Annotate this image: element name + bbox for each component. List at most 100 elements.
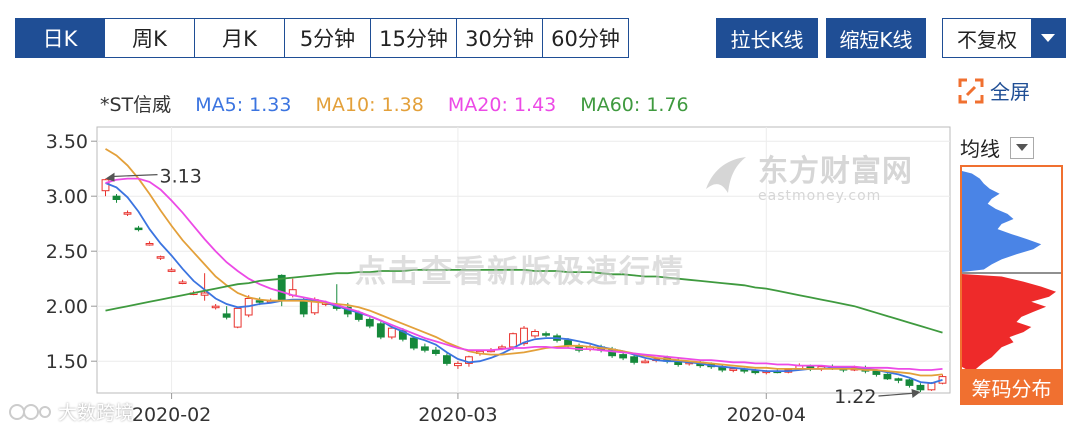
annotations: 3.13 1.22 xyxy=(105,166,921,408)
indicator-select[interactable]: 均线 xyxy=(960,133,1034,162)
ma-lines xyxy=(105,148,943,385)
candle-body xyxy=(883,373,892,380)
candle-body xyxy=(233,307,242,328)
candle-body xyxy=(112,195,121,200)
y-tick-label: 3.50 xyxy=(46,131,88,153)
chart-legend: *ST信威 MA5: 1.33 MA10: 1.38 MA20: 1.43 MA… xyxy=(100,90,707,117)
legend-ma60: MA60: 1.76 xyxy=(580,94,689,116)
chevron-down-icon xyxy=(1010,136,1034,159)
tab-15min[interactable]: 15分钟 xyxy=(371,18,457,58)
candle-body xyxy=(454,362,462,367)
high-arrow-icon xyxy=(105,172,115,182)
tab-5min[interactable]: 5分钟 xyxy=(285,18,371,58)
legend-ma5: MA5: 1.33 xyxy=(195,94,292,116)
x-tick-label: 2020-03 xyxy=(418,404,497,426)
tab-week-k[interactable]: 周K xyxy=(105,18,195,58)
candle-body xyxy=(277,274,286,301)
chip-distribution-button[interactable]: 筹码分布 xyxy=(960,369,1063,405)
legend-ma10: MA10: 1.38 xyxy=(315,94,424,116)
y-axis: 3.50 3.00 2.50 2.00 1.50 xyxy=(46,131,97,373)
candle-body xyxy=(134,227,143,231)
x-tick-label: 2020-04 xyxy=(727,404,806,426)
ma10-line xyxy=(105,148,943,377)
candle-body xyxy=(376,323,385,338)
candle-body xyxy=(927,382,936,391)
candle-body xyxy=(641,360,650,364)
candle-body xyxy=(420,346,429,351)
candle-body xyxy=(531,331,539,337)
fullscreen-icon xyxy=(958,78,984,103)
candle-body xyxy=(619,354,628,359)
legend-ma20: MA20: 1.43 xyxy=(447,94,557,116)
candle-body xyxy=(200,292,209,296)
low-price-label: 1.22 xyxy=(834,386,876,408)
low-pointer xyxy=(878,392,917,397)
y-tick-label: 1.50 xyxy=(46,351,88,373)
tab-60min[interactable]: 60分钟 xyxy=(543,18,629,58)
watermark-en: eastmoney.com xyxy=(758,188,882,204)
chip-red-area xyxy=(962,274,1056,369)
tab-month-k[interactable]: 月K xyxy=(195,18,285,58)
candle-body xyxy=(387,327,396,338)
y-tick-label: 2.50 xyxy=(46,241,88,263)
dropdown-arrow-icon xyxy=(1031,19,1065,57)
y-tick-label: 2.00 xyxy=(46,296,88,318)
candle-body xyxy=(465,356,473,364)
x-tick-label: 2020-02 xyxy=(132,404,211,426)
high-pointer xyxy=(109,174,158,178)
brand-label: 大数跨境 xyxy=(58,402,135,424)
new-version-overlay-link[interactable]: 点击查看新版极速行情 xyxy=(355,254,685,290)
rights-select[interactable]: 不复权 xyxy=(942,18,1066,58)
rights-select-value: 不复权 xyxy=(957,27,1017,52)
tab-30min[interactable]: 30分钟 xyxy=(457,18,543,58)
stretch-k-button[interactable]: 拉长K线 xyxy=(716,18,818,58)
ma60-line xyxy=(105,268,943,334)
candle-body xyxy=(894,378,903,381)
plot-frame xyxy=(96,126,951,394)
period-tabs: 日K 周K 月K 5分钟 15分钟 30分钟 60分钟 xyxy=(15,18,629,58)
candle-body xyxy=(178,281,187,284)
candle-body xyxy=(156,256,165,259)
eastmoney-logo-icon xyxy=(706,157,746,193)
candle-body xyxy=(442,355,451,364)
brand-logo-icon xyxy=(9,403,51,420)
candle-body xyxy=(520,327,528,345)
x-axis: 2020-02 2020-03 2020-04 xyxy=(132,393,806,426)
indicator-select-value: 均线 xyxy=(960,137,1000,161)
grid-lines xyxy=(97,127,950,393)
fullscreen-label: 全屏 xyxy=(990,80,1030,104)
candle-body xyxy=(398,329,407,340)
candle-body xyxy=(905,379,914,386)
candle-body xyxy=(211,305,220,309)
ma20-line xyxy=(105,177,943,371)
candle-body xyxy=(365,318,374,327)
chip-distribution-panel xyxy=(960,165,1063,371)
high-price-label: 3.13 xyxy=(160,166,202,188)
low-arrow-icon xyxy=(911,389,921,398)
candle-body xyxy=(542,333,550,336)
brand-watermark: 大数跨境 xyxy=(8,398,134,425)
y-tick-label: 3.00 xyxy=(46,186,88,208)
candle-body xyxy=(299,301,308,315)
eastmoney-watermark: 东方财富网 eastmoney.com xyxy=(700,145,940,205)
candle-body xyxy=(630,356,639,363)
fullscreen-button[interactable]: 全屏 xyxy=(958,76,1030,105)
candle-body xyxy=(729,368,738,371)
candle-body xyxy=(751,370,760,374)
candle-body xyxy=(872,370,881,375)
candle-body xyxy=(916,384,925,391)
watermark-cn: 东方财富网 xyxy=(758,154,913,189)
candle-body xyxy=(431,349,440,355)
chip-distribution-chart xyxy=(962,171,1061,369)
candle-body xyxy=(123,212,132,215)
chip-blue-area xyxy=(962,171,1042,272)
stock-name: *ST信威 xyxy=(100,94,172,116)
candle-body xyxy=(255,300,264,303)
candle-body xyxy=(509,333,517,348)
shorten-k-button[interactable]: 缩短K线 xyxy=(826,18,926,58)
candle-body xyxy=(222,313,231,318)
candle-body xyxy=(167,269,176,272)
tab-day-k[interactable]: 日K xyxy=(15,18,105,58)
candle-body xyxy=(145,243,154,246)
